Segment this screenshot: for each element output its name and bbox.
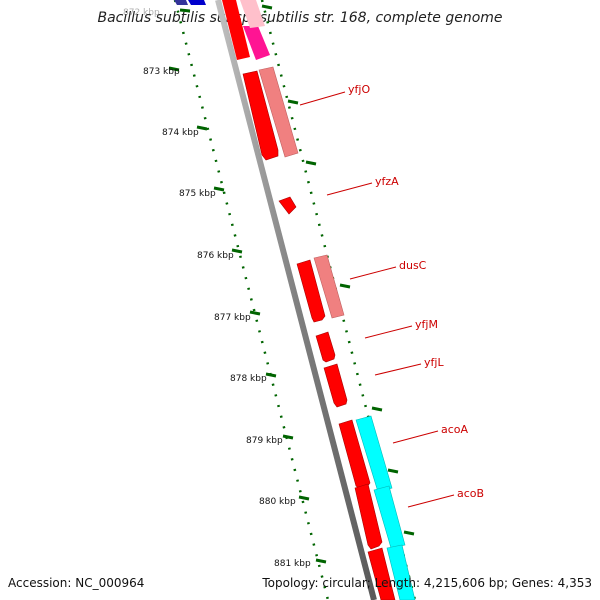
feature-magenta[interactable] [243, 26, 270, 60]
tick-mark [231, 248, 243, 254]
gene-arrow-yfzA[interactable] [278, 196, 297, 215]
gene-box-yfjO-outer[interactable] [258, 66, 299, 158]
gene-box-next-cyan[interactable] [386, 544, 416, 600]
tick-label: 881 kbp [274, 559, 311, 569]
tick-mark [371, 406, 383, 412]
genome-backbone [215, 0, 377, 600]
gene-label-line [299, 91, 346, 106]
gene-label-acoB[interactable]: acoB [457, 487, 484, 500]
tick-mark [387, 468, 399, 474]
feature-pink[interactable] [240, 0, 265, 28]
tick-mark [282, 434, 294, 440]
tick-label: 880 kbp [259, 497, 296, 507]
gene-arrow-yfjM[interactable] [315, 331, 336, 363]
accession-text: Accession: NC_000964 [8, 576, 145, 590]
tick-mark [196, 125, 208, 131]
feature-blue-partial[interactable] [188, 0, 206, 5]
gene-label-line [364, 325, 413, 339]
tick-marks [168, 4, 415, 564]
tick-label: 873 kbp [143, 67, 180, 77]
gene-arrow-dusC[interactable] [296, 259, 326, 323]
gene-box-acoA-cyan[interactable] [355, 415, 393, 493]
gene-label-yfzA[interactable]: yfzA [375, 175, 399, 188]
gene-label-acoA[interactable]: acoA [441, 423, 469, 436]
scale-rail-inner [173, 0, 330, 600]
tick-mark [305, 160, 317, 166]
tick-label: 875 kbp [179, 189, 216, 199]
tick-mark [213, 186, 225, 192]
tick-mark [287, 99, 299, 105]
gene-arrow-next[interactable] [367, 547, 396, 600]
tick-mark [168, 66, 180, 72]
tick-label: 878 kbp [230, 374, 267, 384]
tick-mark [403, 530, 415, 536]
gene-label-line [326, 182, 373, 196]
gene-arrow-yfjL[interactable] [323, 363, 348, 408]
tick-mark [179, 8, 191, 13]
gene-label-line [374, 363, 422, 376]
tick-label: 879 kbp [246, 436, 283, 446]
tick-mark [261, 4, 273, 10]
gene-label-line [407, 494, 455, 508]
tick-label: 877 kbp [214, 313, 251, 323]
gene-box-acoB-cyan[interactable] [373, 485, 406, 549]
tick-mark [265, 372, 277, 378]
tick-label: 874 kbp [162, 128, 199, 138]
gene-label-yfjO[interactable]: yfjO [348, 83, 370, 96]
gene-label-line [349, 266, 397, 280]
gene-box-dusC-outer[interactable] [313, 254, 345, 319]
tick-mark [298, 495, 310, 501]
tick-mark [339, 283, 351, 289]
tick-label: 876 kbp [197, 251, 234, 261]
tick-mark [315, 558, 327, 564]
gene-arrow-acoB[interactable] [354, 483, 383, 550]
genome-summary-text: Topology: circular; Length: 4,215,606 bp… [262, 576, 592, 590]
gene-arrow-yfjO[interactable] [242, 70, 279, 161]
gene-label-dusC[interactable]: dusC [399, 259, 427, 272]
gene-label-yfjM[interactable]: yfjM [415, 318, 438, 331]
gene-label-line [392, 430, 439, 444]
gene-label-yfjL[interactable]: yfjL [424, 356, 444, 369]
feature-blue-partial[interactable] [174, 0, 188, 5]
map-title: Bacillus subtilis subsp. subtilis str. 1… [97, 10, 503, 26]
feature-red-partial[interactable] [222, 0, 250, 60]
tick-mark [249, 310, 261, 316]
tick-label: 872 kbp [123, 8, 160, 18]
